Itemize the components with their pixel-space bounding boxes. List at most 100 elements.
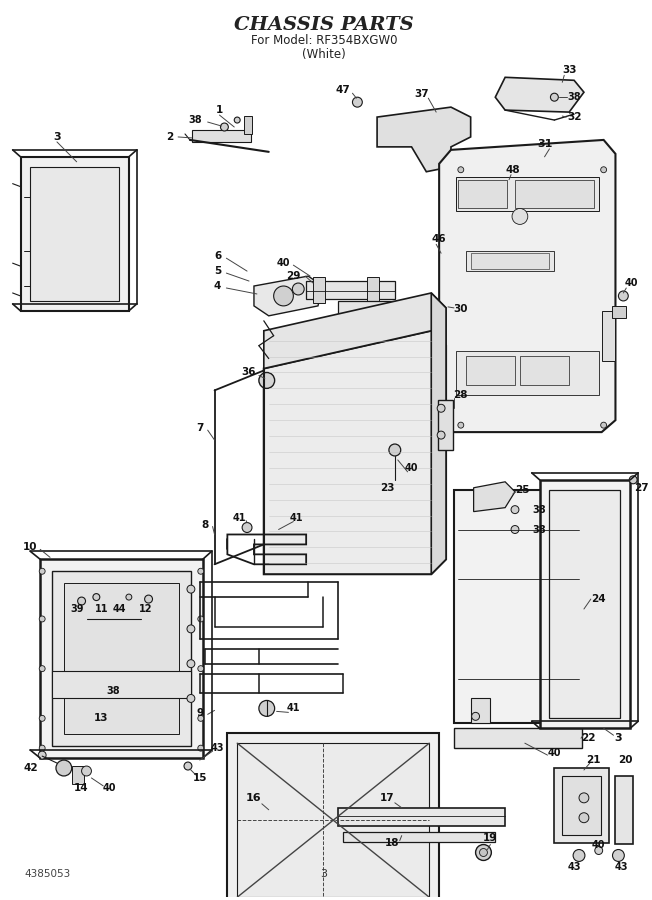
- Text: 3: 3: [53, 132, 61, 142]
- Bar: [64, 583, 179, 734]
- Text: 4385053: 4385053: [24, 869, 70, 879]
- Text: 22: 22: [582, 734, 596, 743]
- Circle shape: [274, 286, 293, 306]
- Circle shape: [198, 666, 203, 671]
- Bar: [192, 130, 251, 142]
- Text: 24: 24: [591, 594, 606, 604]
- Bar: [454, 728, 582, 748]
- Circle shape: [579, 813, 589, 823]
- Bar: [342, 832, 496, 842]
- Bar: [456, 176, 599, 212]
- Circle shape: [458, 422, 464, 428]
- Text: 48: 48: [506, 165, 520, 175]
- Bar: [515, 180, 594, 208]
- Text: 43: 43: [567, 862, 581, 872]
- Circle shape: [220, 123, 228, 131]
- Text: CHASSIS PARTS: CHASSIS PARTS: [234, 15, 414, 33]
- Bar: [438, 400, 453, 450]
- Text: 14: 14: [74, 783, 89, 793]
- Bar: [458, 180, 507, 208]
- Text: 39: 39: [70, 604, 83, 614]
- Text: 43: 43: [211, 743, 224, 753]
- Bar: [31, 166, 119, 301]
- Text: 31: 31: [537, 139, 552, 148]
- Text: 36: 36: [242, 367, 256, 377]
- Circle shape: [93, 594, 100, 600]
- Circle shape: [39, 666, 45, 671]
- Bar: [554, 768, 608, 842]
- Circle shape: [511, 506, 519, 514]
- Circle shape: [56, 760, 72, 776]
- Circle shape: [479, 849, 488, 857]
- Bar: [72, 766, 83, 784]
- Text: For Model: RF354BXGW0: For Model: RF354BXGW0: [250, 34, 397, 47]
- Circle shape: [82, 766, 91, 776]
- Bar: [237, 743, 429, 897]
- Polygon shape: [496, 77, 584, 112]
- Circle shape: [437, 431, 445, 439]
- Circle shape: [595, 847, 602, 854]
- Bar: [338, 301, 446, 316]
- Bar: [466, 251, 554, 271]
- Circle shape: [234, 117, 240, 123]
- Circle shape: [618, 291, 629, 301]
- Bar: [505, 180, 527, 194]
- Bar: [52, 670, 191, 698]
- Text: 44: 44: [112, 604, 126, 614]
- Bar: [562, 776, 600, 834]
- Text: 30: 30: [454, 304, 468, 314]
- Text: 47: 47: [335, 86, 350, 95]
- Circle shape: [198, 745, 203, 751]
- Text: 38: 38: [533, 525, 546, 535]
- Bar: [550, 490, 621, 718]
- Circle shape: [600, 166, 606, 173]
- Text: 40: 40: [548, 748, 561, 758]
- Text: 40: 40: [625, 278, 638, 288]
- Text: 19: 19: [483, 832, 497, 842]
- Circle shape: [471, 713, 479, 720]
- Bar: [367, 277, 379, 303]
- Text: 41: 41: [289, 513, 303, 523]
- Bar: [52, 572, 191, 746]
- Circle shape: [490, 179, 500, 189]
- Text: (White): (White): [302, 48, 346, 61]
- Circle shape: [600, 422, 606, 428]
- Circle shape: [259, 700, 274, 716]
- Circle shape: [198, 568, 203, 574]
- Text: 38: 38: [533, 505, 546, 515]
- Text: 20: 20: [618, 755, 632, 765]
- Circle shape: [512, 209, 527, 224]
- Text: 32: 32: [567, 112, 582, 122]
- Text: 16: 16: [246, 793, 261, 803]
- Text: 10: 10: [23, 543, 38, 553]
- Text: 15: 15: [192, 773, 207, 783]
- Bar: [520, 356, 569, 385]
- Text: 23: 23: [379, 482, 394, 493]
- Text: 46: 46: [432, 234, 447, 244]
- Text: 17: 17: [379, 793, 394, 803]
- Text: 6: 6: [214, 251, 221, 261]
- Text: 40: 40: [276, 258, 290, 268]
- Text: 40: 40: [592, 840, 606, 850]
- Circle shape: [198, 616, 203, 622]
- Text: 4: 4: [214, 281, 221, 291]
- Text: 12: 12: [139, 604, 153, 614]
- Text: 37: 37: [414, 89, 429, 99]
- Circle shape: [259, 373, 274, 389]
- Circle shape: [126, 594, 132, 600]
- Circle shape: [184, 762, 192, 770]
- Circle shape: [475, 844, 492, 860]
- Text: 43: 43: [615, 862, 628, 872]
- Circle shape: [389, 444, 401, 456]
- Text: 28: 28: [454, 391, 468, 401]
- Bar: [313, 277, 325, 303]
- Text: 8: 8: [201, 519, 209, 529]
- Bar: [615, 776, 633, 843]
- Bar: [338, 808, 505, 825]
- Text: 40: 40: [102, 783, 116, 793]
- Bar: [40, 559, 203, 758]
- Bar: [454, 490, 582, 724]
- Text: 41: 41: [232, 513, 246, 523]
- Text: 38: 38: [567, 92, 581, 103]
- Circle shape: [198, 716, 203, 721]
